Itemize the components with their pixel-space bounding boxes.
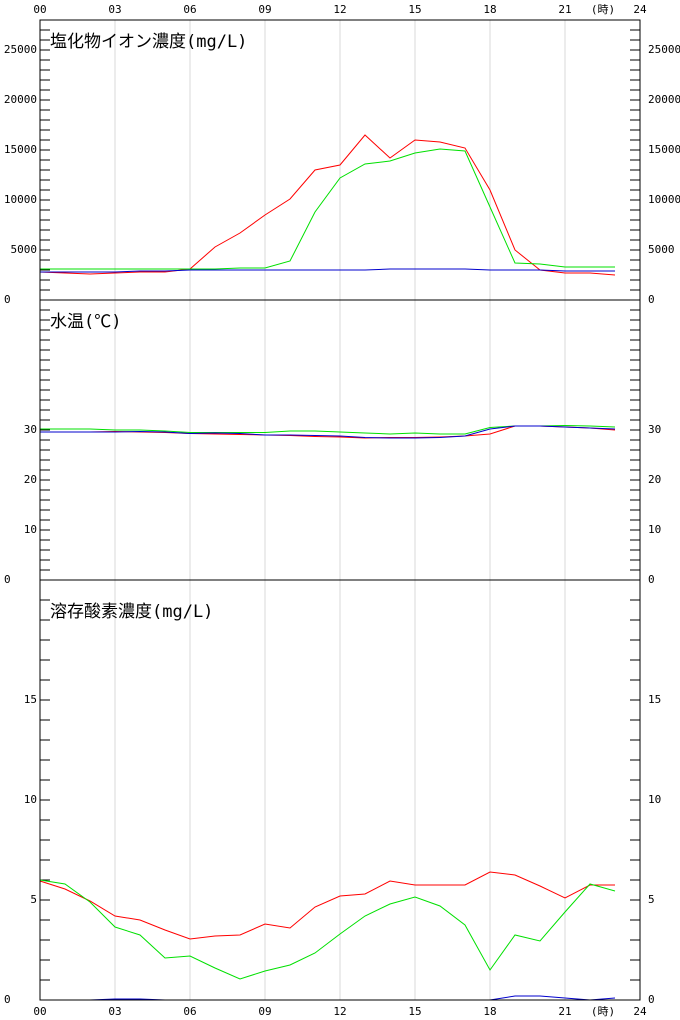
x-tick-label: 15	[408, 3, 421, 16]
data-line	[40, 424, 616, 435]
x-tick-label: 21	[558, 1005, 571, 1018]
x-tick-label: 15	[408, 1005, 421, 1018]
x-tick-label: 00	[33, 3, 46, 16]
y-tick-label: 15000	[648, 143, 680, 156]
y-tick-label: 10	[648, 793, 661, 806]
x-tick-label: 21	[558, 3, 571, 16]
y-tick-label: 30	[24, 423, 37, 436]
x-tick-label: 12	[333, 1005, 346, 1018]
data-line	[40, 268, 615, 273]
y-tick-label: 15	[648, 693, 661, 706]
y-tick-label: 5	[30, 893, 37, 906]
x-tick-label: 24	[633, 3, 647, 16]
y-tick-label: 20000	[648, 93, 680, 106]
y-tick-label: 0	[4, 293, 11, 306]
y-tick-label: 10	[648, 523, 661, 536]
data-line	[40, 995, 616, 1001]
y-tick-label: 30	[648, 423, 661, 436]
y-tick-label: 0	[648, 293, 655, 306]
data-line	[39, 871, 615, 940]
x-tick-label: 12	[333, 3, 346, 16]
y-tick-label: 15000	[4, 143, 37, 156]
x-tick-label: 06	[183, 1005, 196, 1018]
y-tick-label: 20	[648, 473, 661, 486]
x-tick-label: 06	[183, 3, 196, 16]
y-tick-label: 20	[24, 473, 37, 486]
y-tick-label: 25000	[648, 43, 680, 56]
x-axis-unit: (時)	[591, 1005, 615, 1018]
y-tick-label: 10000	[4, 193, 37, 206]
x-tick-label: 24	[633, 1005, 647, 1018]
y-tick-label: 0	[4, 573, 11, 586]
data-line	[40, 425, 616, 439]
data-line	[39, 134, 616, 276]
y-tick-label: 10000	[648, 193, 680, 206]
y-tick-label: 0	[648, 573, 655, 586]
x-axis-unit: (時)	[591, 3, 615, 16]
x-tick-label: 18	[483, 1005, 496, 1018]
x-tick-label: 03	[108, 3, 121, 16]
y-tick-label: 0	[648, 993, 655, 1006]
chart-title: 溶存酸素濃度(mg/L)	[50, 602, 213, 622]
data-line	[39, 879, 616, 980]
x-tick-label: 03	[108, 1005, 121, 1018]
plot-frame	[39, 579, 641, 1001]
y-tick-label: 5000	[11, 243, 38, 256]
y-tick-label: 0	[4, 993, 11, 1006]
data-line	[40, 148, 615, 270]
chart-title: 水温(℃)	[50, 312, 121, 332]
y-tick-label: 5	[648, 893, 655, 906]
y-tick-label: 10	[24, 523, 37, 536]
chart-title: 塩化物イオン濃度(mg/L)	[50, 32, 247, 52]
y-tick-label: 5000	[648, 243, 675, 256]
x-tick-label: 18	[483, 3, 496, 16]
y-tick-label: 20000	[4, 93, 37, 106]
y-tick-label: 15	[24, 693, 37, 706]
y-tick-label: 25000	[4, 43, 37, 56]
y-tick-label: 10	[24, 793, 37, 806]
x-tick-label: 00	[33, 1005, 46, 1018]
x-tick-label: 09	[258, 1005, 271, 1018]
x-tick-label: 09	[258, 3, 271, 16]
